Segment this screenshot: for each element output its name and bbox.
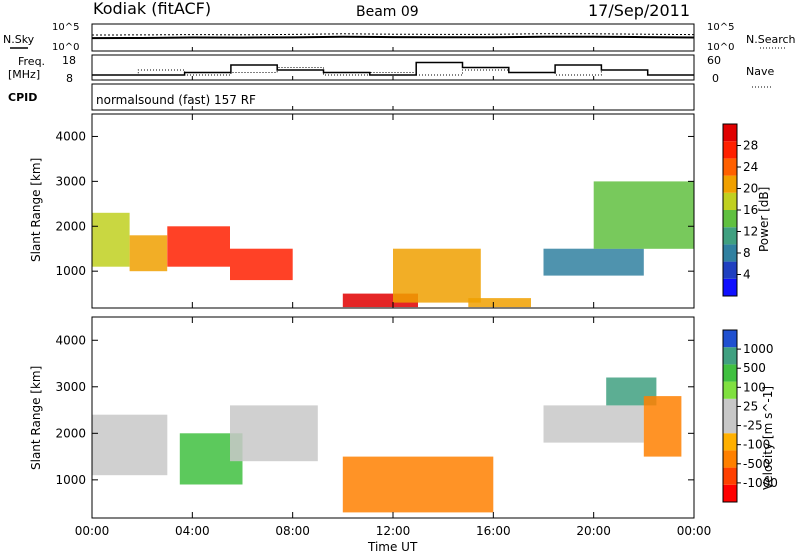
velocity-colorbar-label-7: -1000 [743,476,778,490]
noise-tick-high-left: 10^5 [52,22,79,33]
xtick-label-1: 04:00 [175,524,210,538]
power-colorbar-label-5: 8 [743,246,751,260]
freq-series-freq [92,61,694,76]
power-region-2 [167,226,230,267]
velocity-colorbar-step-5 [723,398,737,416]
freq-tick-low: 8 [66,72,73,85]
power-colorbar-label-0: 28 [743,139,758,153]
xtick-label-4: 16:00 [476,524,511,538]
power-colorbar-step-6 [723,175,737,193]
nsky-label: N.Sky [3,33,35,46]
velocity-colorbar-step-4 [723,416,737,434]
velocity-colorbar-step-3 [723,433,737,451]
velocity-colorbar-label-3: 25 [743,399,758,413]
power-ytick-label-1: 2000 [55,219,86,233]
noise-tick-low-left: 10^0 [52,42,79,53]
velocity-colorbar-label-2: 100 [743,380,766,394]
power-region-3 [230,248,293,281]
power-colorbar-step-8 [723,141,737,159]
power-panel: Slant Range [km] 1000 2000 3000 4000 28 24 20… [29,113,771,309]
power-colorbar-step-9 [723,124,737,142]
velocity-colorbar-step-1 [723,467,737,485]
velocity-colorbar-label-1: 500 [743,361,766,375]
power-colorbar-step-3 [723,227,737,245]
cpid-label: CPID [8,91,37,104]
noise-series-nsky [91,35,695,40]
xtick-label-3: 12:00 [376,524,411,538]
velocity-ytick-label-3: 4000 [55,333,86,347]
velocity-colorbar-label-4: -25 [743,419,763,433]
velocity-colorbar-step-2 [723,450,737,468]
power-region-1 [129,235,168,272]
power-region-7 [543,248,644,276]
velocity-region-3 [342,456,494,513]
nsearch-label: N.Search [746,33,796,46]
nave-label: Nave [746,65,774,78]
power-region-0 [92,212,130,267]
velocity-ytick-label-2: 3000 [55,380,86,394]
noise-series-nsearch [91,33,695,36]
power-colorbar-step-1 [723,261,737,279]
power-colorbar-step-2 [723,244,737,262]
power-colorbar-label-1: 24 [743,160,758,174]
power-colorbar-step-0 [723,278,737,296]
velocity-ytick-label-0: 1000 [55,473,86,487]
power-ytick-label-2: 3000 [55,174,86,188]
power-colorbar-step-5 [723,192,737,210]
velocity-colorbar-label-0: 1000 [743,342,774,356]
velocity-region-4 [543,405,644,443]
velocity-region-6 [643,396,682,457]
freq-label: Freq. [18,55,45,68]
power-colorbar-label: Power [dB] [757,187,771,252]
velocity-colorbar-step-9 [723,330,737,348]
power-colorbar-label-6: 4 [743,268,751,282]
xtick-label-0: 00:00 [75,524,110,538]
velocity-ytick-label-1: 2000 [55,426,86,440]
xtick-label-2: 08:00 [275,524,310,538]
date-title: 17/Sep/2011 [588,1,690,20]
power-ytick-label-3: 4000 [55,129,86,143]
freq-tick-high: 18 [62,54,76,67]
power-colorbar-label-3: 16 [743,203,758,217]
power-region-6 [468,298,531,308]
velocity-colorbar-frame [722,329,738,503]
velocity-colorbar-label-6: -500 [743,457,770,471]
xtick-label-5: 20:00 [576,524,611,538]
beam-title: Beam 09 [356,4,419,20]
noise-tick-high-right: 10^5 [707,22,734,33]
noise-tick-low-right: 10^0 [707,42,734,53]
velocity-colorbar-label: Velocity [m s^-1] [761,386,775,490]
power-region-5 [393,248,481,303]
power-colorbar-step-4 [723,210,737,228]
velocity-colorbar-step-6 [723,381,737,399]
power-colorbar-label-2: 20 [743,182,758,196]
freq-panel: Freq. [MHz] 18 8 60 0 Nave [8,54,774,88]
velocity-colorbar-step-0 [723,484,737,502]
nave-tick-high: 60 [707,54,721,67]
freq-series-nave [92,67,694,76]
freq-unit-label: [MHz] [8,68,40,81]
cpid-text: normalsound (fast) 157 RF [96,93,256,107]
velocity-colorbar-step-8 [723,347,737,365]
velocity-ylabel: Slant Range [km] [29,366,43,470]
noise-panel: N.Sky N.Search 10^5 10^0 10^5 10^0 [3,22,796,53]
velocity-colorbar-label-5: -100 [743,438,770,452]
velocity-region-0 [92,414,168,476]
velocity-colorbar-step-7 [723,364,737,382]
nave-tick-low: 0 [712,72,719,85]
power-region-8 [593,181,694,249]
power-ylabel: Slant Range [km] [29,158,43,262]
xtick-label-6: 00:00 [677,524,712,538]
power-colorbar-step-7 [723,158,737,176]
x-axis-label: Time UT [367,540,418,554]
power-ytick-label-0: 1000 [55,264,86,278]
station-title: Kodiak (fitACF) [93,0,211,18]
power-colorbar-label-4: 12 [743,225,758,239]
velocity-region-2 [230,405,318,462]
